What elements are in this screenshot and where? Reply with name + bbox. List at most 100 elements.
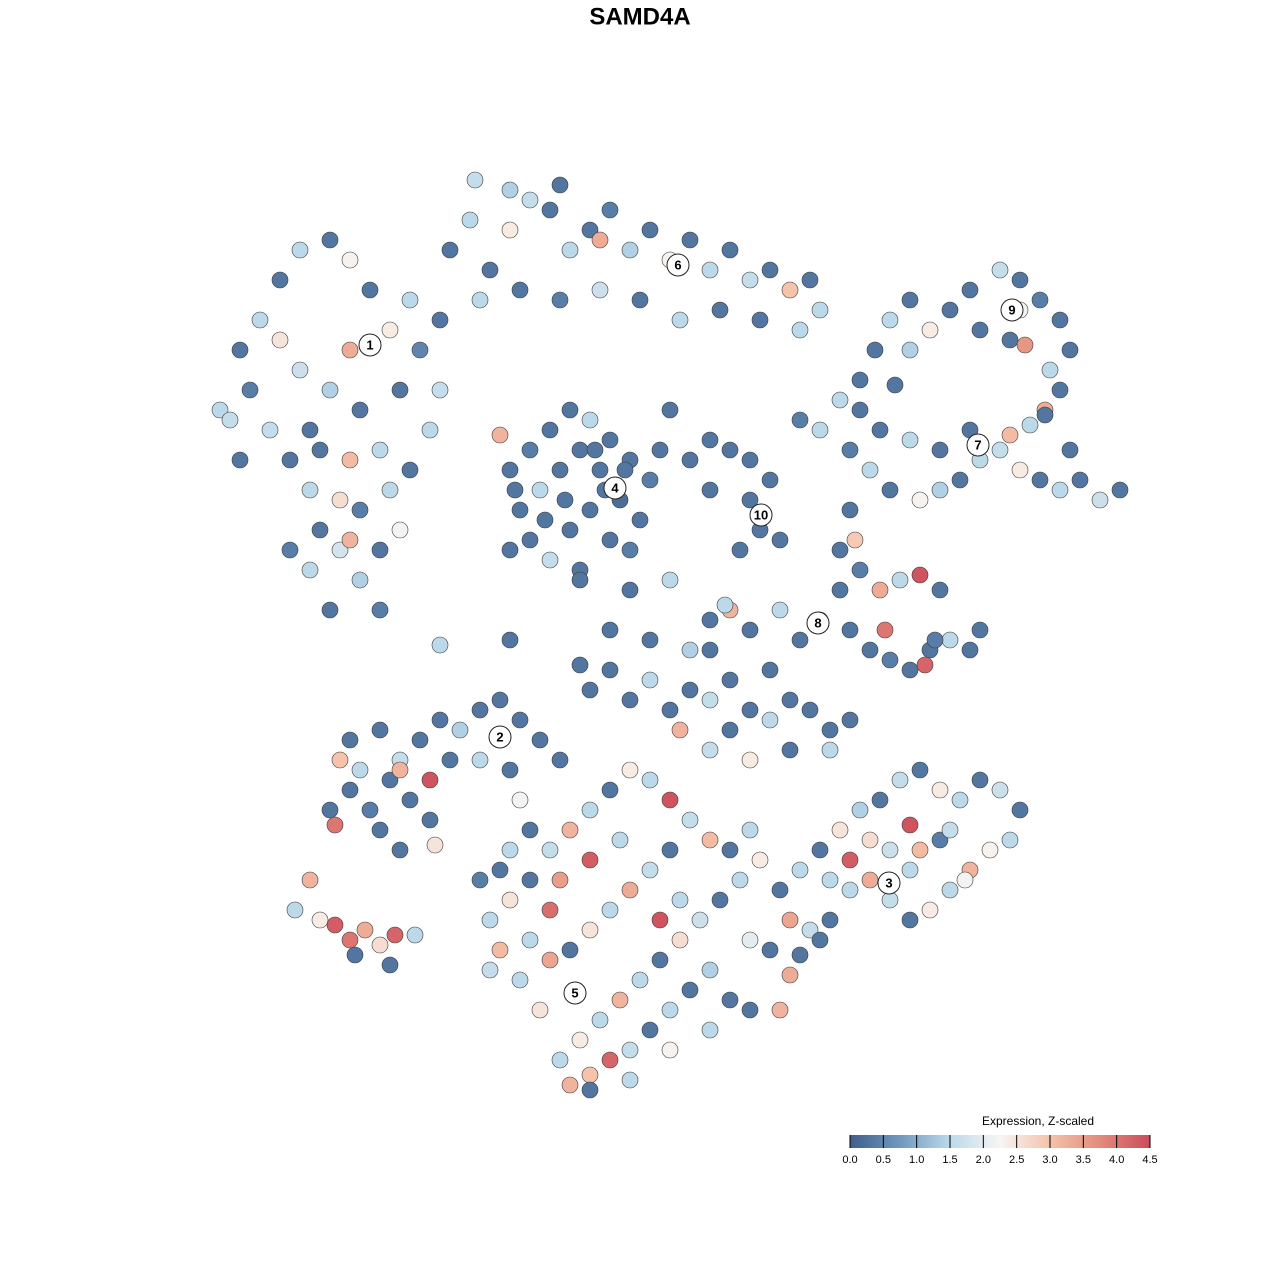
point: [811, 841, 829, 859]
point: [941, 821, 959, 839]
point: [751, 311, 769, 329]
point: [241, 381, 259, 399]
point: [681, 981, 699, 999]
point: [741, 491, 759, 509]
point: [331, 541, 349, 559]
point: [701, 481, 719, 499]
colorbar-tick-label: 1.0: [909, 1154, 924, 1166]
point: [541, 841, 559, 859]
point: [701, 431, 719, 449]
colorbar-tick-label: 2.0: [976, 1154, 991, 1166]
point: [711, 301, 729, 319]
point: [391, 521, 409, 539]
point: [331, 751, 349, 769]
point: [931, 831, 949, 849]
point: [371, 936, 389, 954]
point: [931, 481, 949, 499]
point: [1001, 831, 1019, 849]
point: [631, 291, 649, 309]
point: [501, 631, 519, 649]
cluster-label-badge: [1000, 298, 1024, 322]
point: [841, 711, 859, 729]
point: [621, 691, 639, 709]
point: [581, 221, 599, 239]
point: [421, 771, 439, 789]
point: [866, 341, 884, 359]
point: [771, 531, 789, 549]
point: [1071, 471, 1089, 489]
point: [381, 481, 399, 499]
point: [381, 321, 399, 339]
point: [831, 821, 849, 839]
point: [581, 681, 599, 699]
point: [761, 711, 779, 729]
point: [346, 946, 364, 964]
point: [781, 691, 799, 709]
cluster-label: 4: [611, 480, 619, 495]
point: [341, 451, 359, 469]
point: [661, 1041, 679, 1059]
point: [631, 511, 649, 529]
point: [481, 961, 499, 979]
point: [1051, 311, 1069, 329]
point: [961, 281, 979, 299]
point: [551, 1051, 569, 1069]
point: [711, 891, 729, 909]
point: [641, 771, 659, 789]
point: [611, 831, 629, 849]
point: [586, 441, 604, 459]
point: [731, 541, 749, 559]
point: [681, 811, 699, 829]
point: [581, 851, 599, 869]
point: [351, 571, 369, 589]
point: [681, 641, 699, 659]
point: [311, 521, 329, 539]
colorbar-tick-label: 4.0: [1109, 1154, 1124, 1166]
point: [791, 411, 809, 429]
cluster-label-badge: [358, 333, 382, 357]
point: [561, 401, 579, 419]
cluster-label: 3: [885, 875, 892, 890]
point: [991, 781, 1009, 799]
point: [791, 321, 809, 339]
point: [591, 1011, 609, 1029]
point: [1111, 481, 1129, 499]
point: [531, 1001, 549, 1019]
point: [321, 381, 339, 399]
point: [821, 911, 839, 929]
point: [511, 971, 529, 989]
cluster-label: 5: [571, 985, 578, 1000]
point: [311, 441, 329, 459]
point: [471, 751, 489, 769]
point: [341, 251, 359, 269]
point: [521, 191, 539, 209]
point: [621, 881, 639, 899]
point: [271, 271, 289, 289]
point: [931, 781, 949, 799]
point: [661, 701, 679, 719]
point: [1016, 336, 1034, 354]
point: [931, 441, 949, 459]
point: [651, 441, 669, 459]
point: [811, 421, 829, 439]
point: [221, 411, 239, 429]
point: [851, 401, 869, 419]
point: [971, 771, 989, 789]
point: [1091, 491, 1109, 509]
point: [991, 261, 1009, 279]
point: [971, 321, 989, 339]
point: [871, 421, 889, 439]
point: [761, 661, 779, 679]
point: [661, 791, 679, 809]
point: [601, 781, 619, 799]
cluster-label: 6: [674, 257, 681, 272]
point: [441, 241, 459, 259]
point: [1021, 416, 1039, 434]
points: [211, 171, 1129, 1099]
point: [621, 581, 639, 599]
point: [881, 311, 899, 329]
point: [541, 421, 559, 439]
point: [411, 341, 429, 359]
point: [831, 391, 849, 409]
